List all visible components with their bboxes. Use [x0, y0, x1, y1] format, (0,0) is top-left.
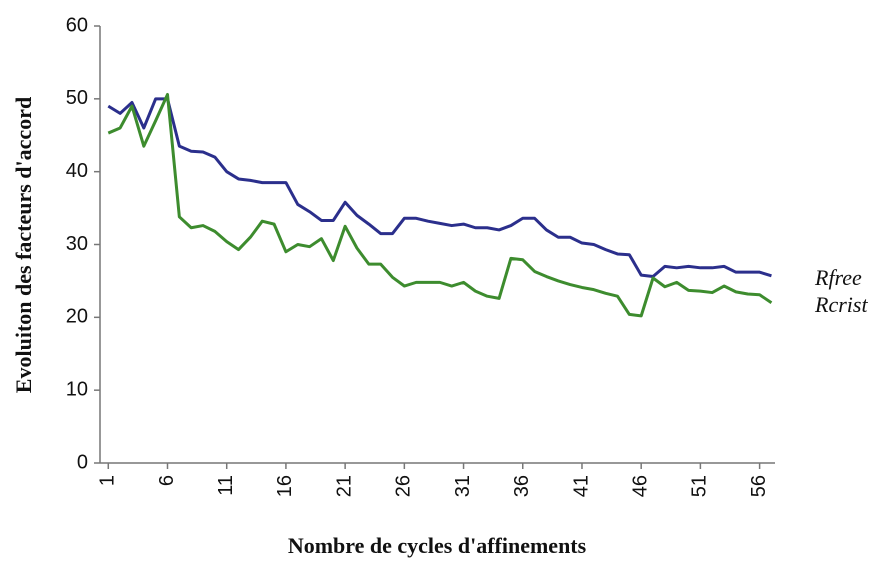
x-tick-label: 36: [511, 475, 533, 497]
x-tick-label: 1: [97, 475, 119, 486]
y-tick-label: 50: [66, 87, 88, 109]
y-tick-label: 40: [66, 160, 88, 182]
x-tick-label: 51: [689, 475, 711, 497]
x-axis-title: Nombre de cycles d'affinements: [288, 533, 587, 558]
line-series: [107, 97, 772, 279]
x-tick-label: 46: [629, 475, 651, 497]
legend-label: Rfree: [814, 265, 862, 290]
x-tick-label: 21: [333, 475, 355, 497]
y-tick-label: 30: [66, 233, 88, 255]
y-tick-label: 20: [66, 306, 88, 328]
y-tick-label: 10: [66, 378, 88, 400]
x-tick-label: 11: [215, 475, 237, 496]
x-tick-label: 31: [452, 475, 474, 497]
legend-label: Rcrist: [814, 292, 868, 317]
line-series: [107, 92, 773, 318]
x-tick-label: 56: [748, 475, 770, 497]
x-tick-label: 26: [393, 475, 415, 497]
y-tick-label: 60: [66, 14, 88, 36]
x-tick-label: 6: [156, 475, 178, 486]
x-tick-label: 41: [570, 475, 592, 497]
y-tick-label: 0: [77, 451, 88, 473]
y-axis-title: Evoluiton des facteurs d'accord: [11, 97, 36, 393]
x-tick-label: 16: [274, 475, 296, 497]
